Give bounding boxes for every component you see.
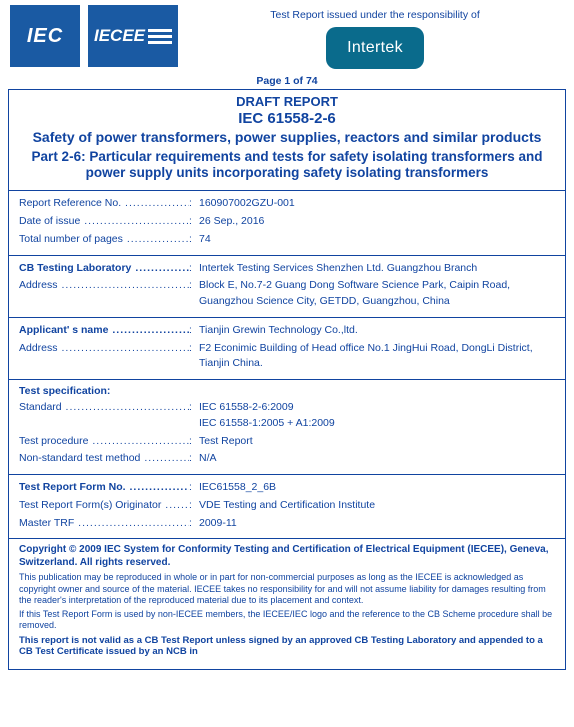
pages-value: 74	[199, 232, 555, 248]
section-spec: Test specification: Standard: IEC 61558-…	[9, 379, 565, 474]
header-row: IEC IECEE Test Report issued under the r…	[0, 0, 574, 69]
title-block: DRAFT REPORT IEC 61558-2-6 Safety of pow…	[9, 90, 565, 190]
pages-label: Total number of pages	[19, 232, 189, 248]
iec-logo: IEC	[10, 5, 80, 67]
intertek-text: Intertek	[347, 39, 403, 57]
row-proc: Test procedure: Test Report	[19, 433, 555, 451]
row-lab-addr: Address: Block E, No.7-2 Guang Dong Soft…	[19, 277, 555, 311]
applicant-addr-value: F2 Econimic Building of Head office No.1…	[199, 341, 555, 373]
section-applicant: Applicant' s name: Tianjin Grewin Techno…	[9, 317, 565, 379]
section-form: Test Report Form No.: IEC61558_2_6B Test…	[9, 474, 565, 538]
orig-label: Test Report Form(s) Originator	[19, 498, 189, 514]
row-applicant: Applicant' s name: Tianjin Grewin Techno…	[19, 322, 555, 340]
iec-logo-text: IEC	[27, 25, 63, 48]
intertek-logo: Intertek	[326, 27, 424, 69]
footer-p1: This publication may be reproduced in wh…	[19, 572, 555, 606]
master-value: 2009-11	[199, 516, 555, 532]
page-number: Page 1 of 74	[0, 75, 574, 87]
row-pages: Total number of pages: 74	[19, 231, 555, 249]
proc-value: Test Report	[199, 434, 555, 450]
applicant-addr-label: Address	[19, 341, 189, 357]
lab-addr-value: Block E, No.7-2 Guang Dong Software Scie…	[199, 278, 555, 310]
section-lab: CB Testing Laboratory: Intertek Testing …	[9, 255, 565, 317]
master-label: Master TRF	[19, 516, 189, 532]
std-label: Standard	[19, 400, 189, 416]
draft-label: DRAFT REPORT	[19, 94, 555, 109]
formno-value: IEC61558_2_6B	[199, 480, 555, 496]
row-std: Standard: IEC 61558-2-6:2009 IEC 61558-1…	[19, 399, 555, 433]
lab-value: Intertek Testing Services Shenzhen Ltd. …	[199, 261, 555, 277]
std-value-1: IEC 61558-2-6:2009	[199, 401, 294, 413]
copyright-text: Copyright © 2009 IEC System for Conformi…	[19, 544, 555, 569]
section-report-info: Report Reference No.: 160907002GZU-001 D…	[9, 190, 565, 254]
orig-value: VDE Testing and Certification Institute	[199, 498, 555, 514]
std-value: IEC 61558-2-6:2009 IEC 61558-1:2005 + A1…	[199, 400, 555, 432]
applicant-value: Tianjin Grewin Technology Co.,ltd.	[199, 323, 555, 339]
lab-label: CB Testing Laboratory	[19, 261, 189, 277]
iecee-logo-text: IECEE	[94, 26, 145, 46]
nsm-value: N/A	[199, 451, 555, 467]
title-sub: Part 2-6: Particular requirements and te…	[19, 149, 555, 183]
iecee-logo: IECEE	[88, 5, 178, 67]
formno-label: Test Report Form No.	[19, 480, 189, 496]
iecee-stripes-icon	[148, 29, 172, 44]
footer-block: Copyright © 2009 IEC System for Conformi…	[9, 538, 565, 669]
standard-code: IEC 61558-2-6	[19, 110, 555, 127]
footer-final: This report is not valid as a CB Test Re…	[19, 635, 555, 659]
footer-p2: If this Test Report Form is used by non-…	[19, 609, 555, 632]
applicant-label: Applicant' s name	[19, 323, 189, 339]
row-applicant-addr: Address: F2 Econimic Building of Head of…	[19, 340, 555, 374]
row-lab: CB Testing Laboratory: Intertek Testing …	[19, 260, 555, 278]
title-main: Safety of power transformers, power supp…	[19, 129, 555, 147]
std-value-2: IEC 61558-1:2005 + A1:2009	[199, 416, 555, 432]
report-box: DRAFT REPORT IEC 61558-2-6 Safety of pow…	[8, 89, 566, 670]
ref-no-label: Report Reference No.	[19, 196, 189, 212]
date-value: 26 Sep., 2016	[199, 214, 555, 230]
responsibility-text: Test Report issued under the responsibil…	[186, 9, 564, 21]
row-formno: Test Report Form No.: IEC61558_2_6B	[19, 479, 555, 497]
date-label: Date of issue	[19, 214, 189, 230]
proc-label: Test procedure	[19, 434, 189, 450]
ref-no-value: 160907002GZU-001	[199, 196, 555, 212]
row-master: Master TRF: 2009-11	[19, 515, 555, 533]
nsm-label: Non-standard test method	[19, 451, 189, 467]
row-ref-no: Report Reference No.: 160907002GZU-001	[19, 195, 555, 213]
lab-addr-label: Address	[19, 278, 189, 294]
row-nsm: Non-standard test method: N/A	[19, 450, 555, 468]
spec-heading: Test specification:	[19, 384, 555, 399]
responsibility-block: Test Report issued under the responsibil…	[186, 5, 564, 69]
row-date: Date of issue: 26 Sep., 2016	[19, 213, 555, 231]
row-orig: Test Report Form(s) Originator: VDE Test…	[19, 497, 555, 515]
